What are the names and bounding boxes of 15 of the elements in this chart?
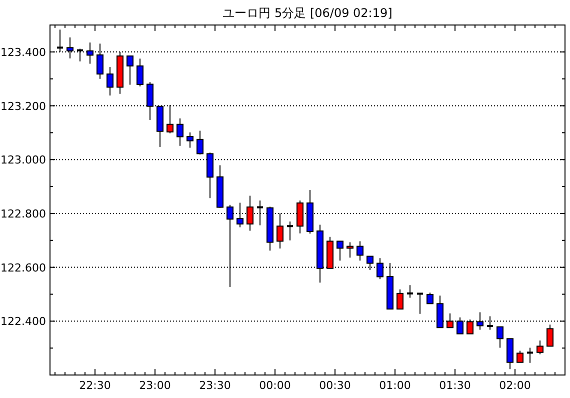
x-tick-label: 02:00 [499, 379, 531, 392]
x-tick-label: 23:30 [199, 379, 231, 392]
x-tick-label: 00:30 [319, 379, 351, 392]
y-tick-label: 122.400 [0, 315, 46, 328]
x-tick-label: 23:00 [139, 379, 171, 392]
y-tick-label: 123.200 [0, 100, 46, 113]
y-tick-label: 123.400 [0, 46, 46, 59]
x-tick-label: 00:00 [259, 379, 291, 392]
y-tick-label: 123.000 [0, 154, 46, 167]
y-tick-label: 122.800 [0, 207, 46, 220]
x-tick-label: 01:00 [379, 379, 411, 392]
y-tick-label: 122.600 [0, 261, 46, 274]
x-tick-label: 01:30 [439, 379, 471, 392]
chart-title: ユーロ円 5分足 [06/09 02:19] [222, 6, 392, 20]
x-tick-label: 22:30 [79, 379, 111, 392]
